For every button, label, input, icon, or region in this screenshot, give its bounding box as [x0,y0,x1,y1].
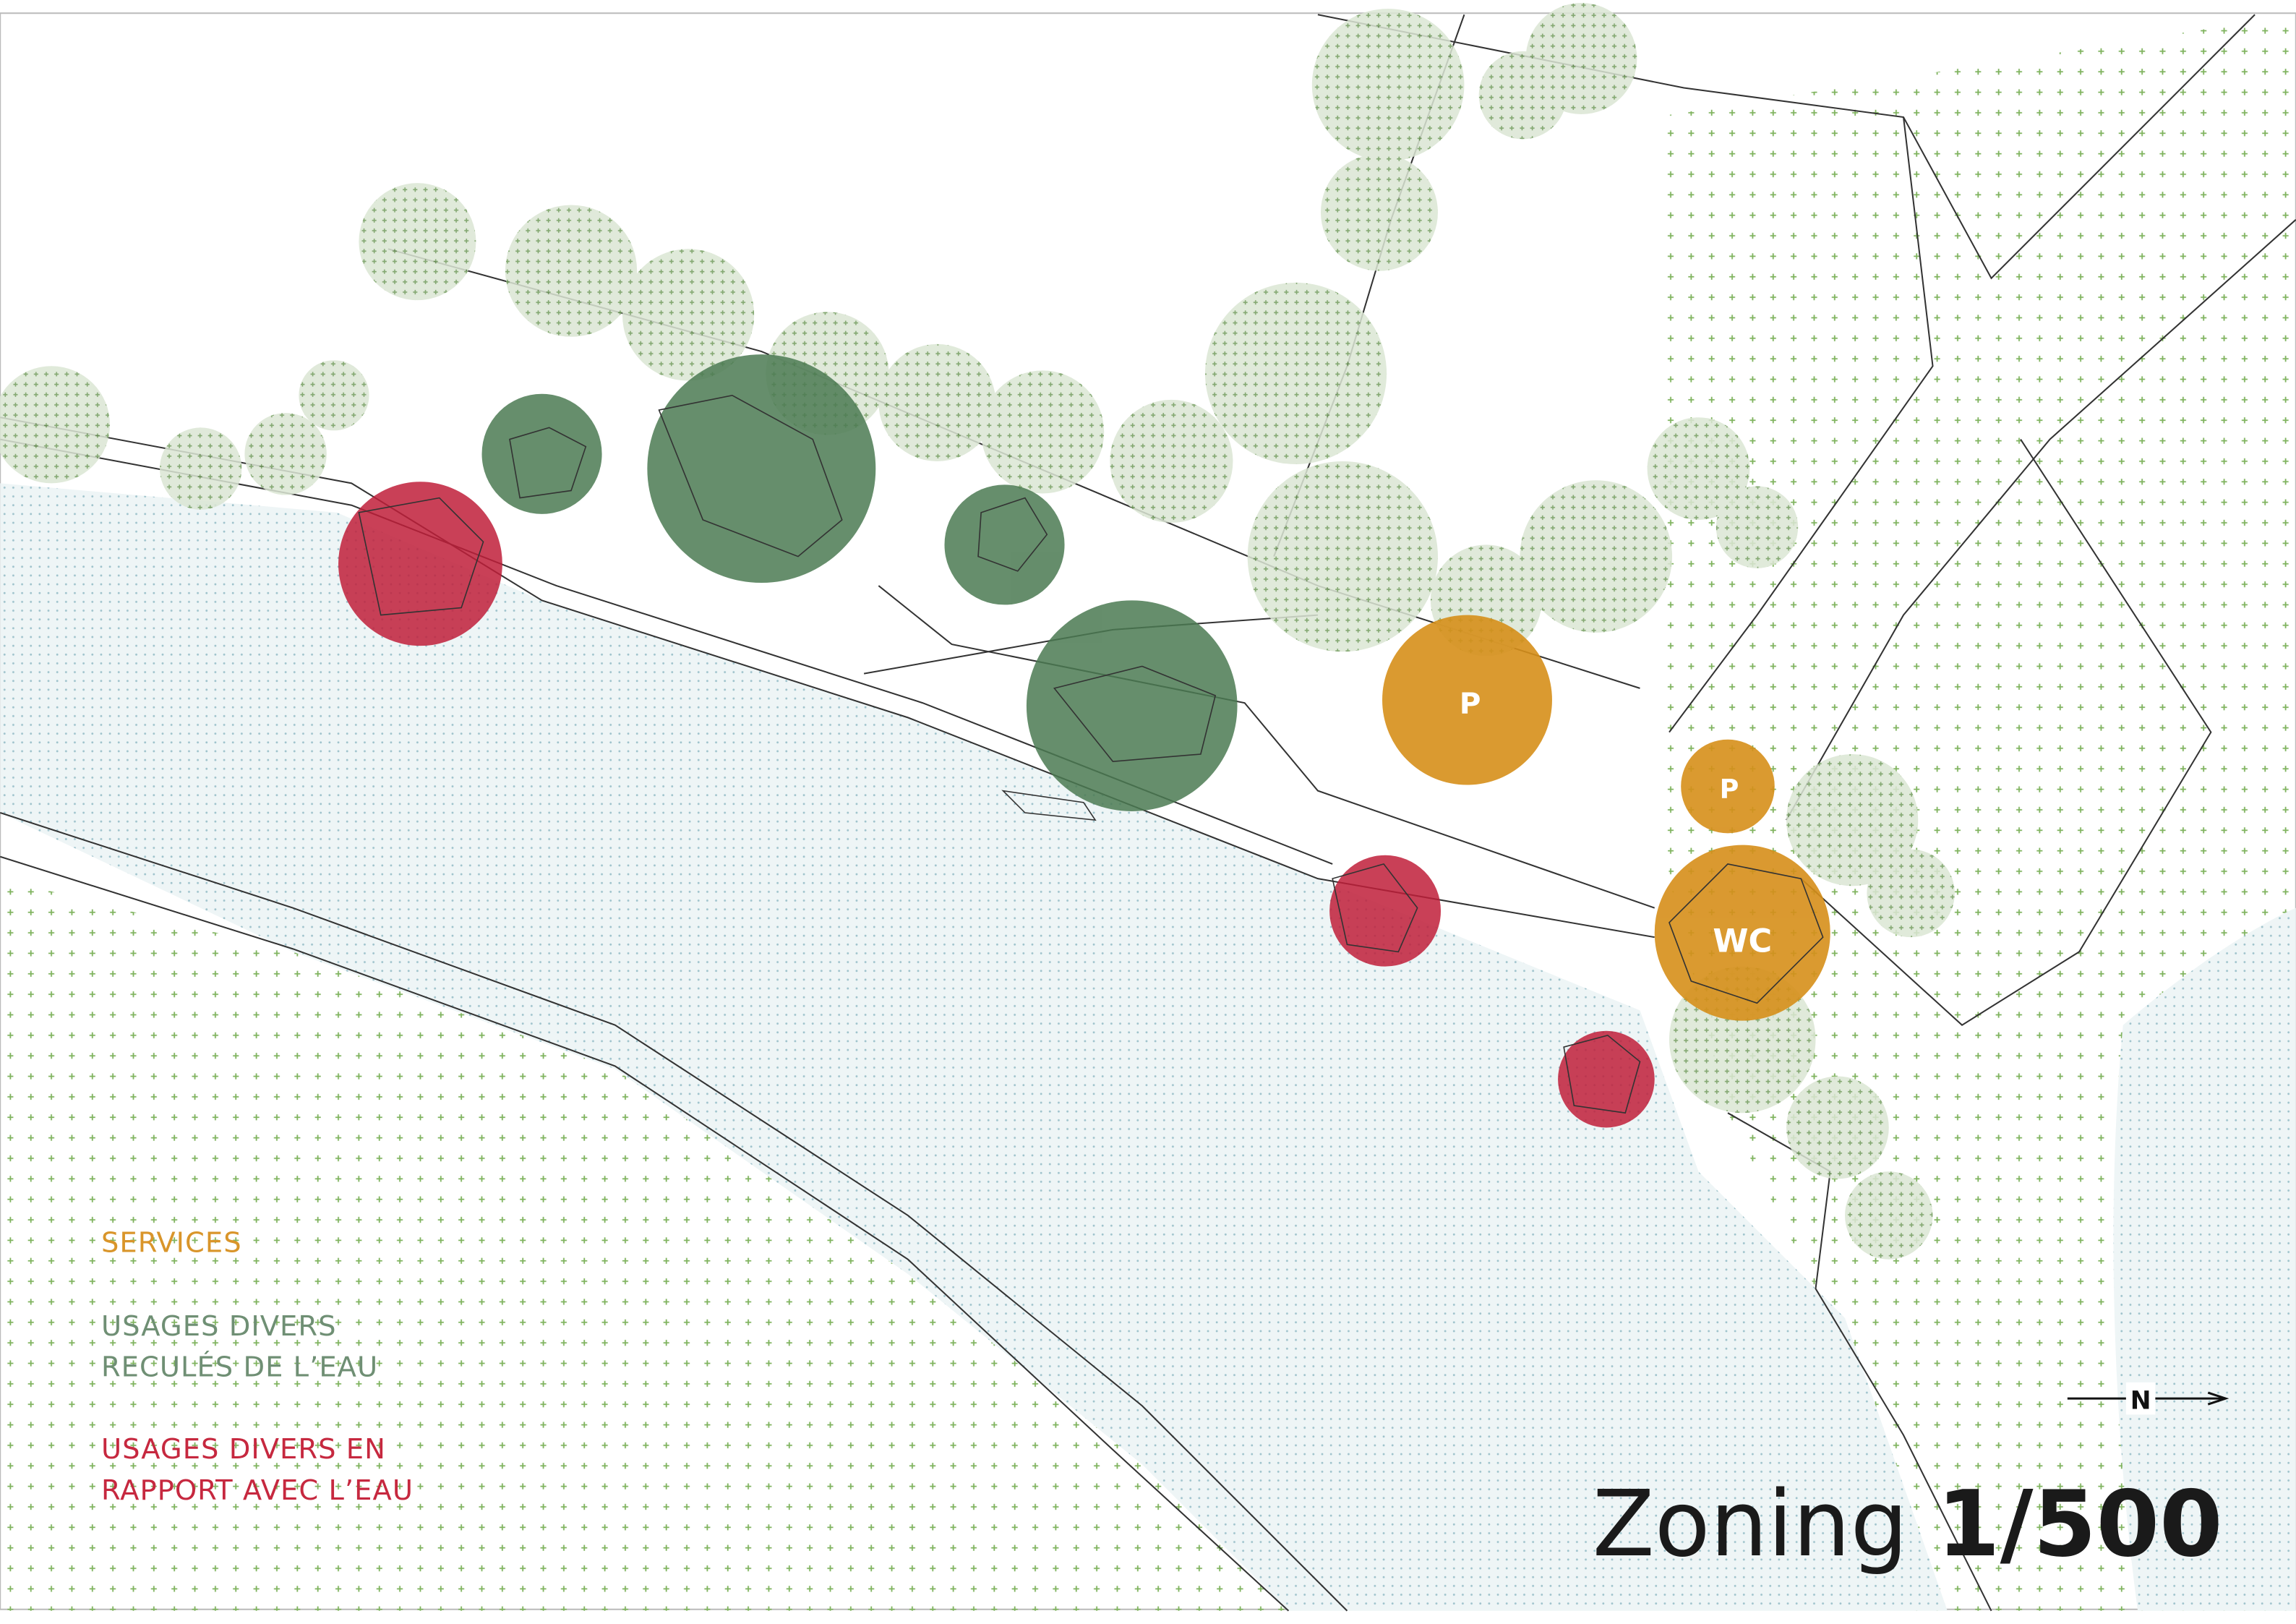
north-label: N [2130,1386,2151,1415]
parking-label: P [1460,685,1481,720]
legend-text: SERVICES [101,1227,242,1260]
legend-text: RECULÉS DE L’EAU [101,1350,378,1384]
title: Zoning 1/500 [1593,1471,2223,1577]
title-scale: 1/500 [1937,1471,2222,1577]
parking-label: P [1720,774,1739,805]
legend-text: USAGES DIVERS EN [101,1433,386,1466]
legend-text: USAGES DIVERS [101,1310,337,1343]
title-word: Zoning [1593,1471,1909,1577]
legend-text: RAPPORT AVEC L’EAU [101,1474,414,1507]
site-plan: P P WC SERVICES USAGES DIVERS RECULÉS DE L… [0,0,2296,1624]
page: P P WC SERVICES USAGES DIVERS RECULÉS DE L… [0,0,2296,1624]
toilets-label: WC [1713,922,1772,960]
